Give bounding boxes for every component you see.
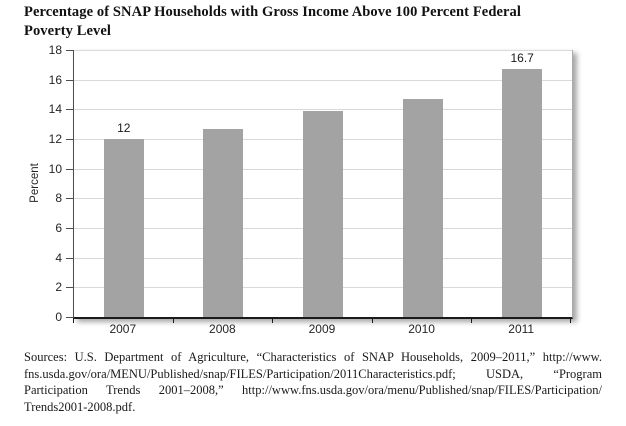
x-tick-mark bbox=[272, 319, 274, 323]
source-note: Sources: U.S. Department of Agriculture,… bbox=[24, 349, 602, 415]
bar-2011 bbox=[502, 69, 543, 317]
source-note-line-3: Participation Trends 2001–2008,” http://… bbox=[24, 383, 602, 397]
x-tick-mark bbox=[73, 319, 74, 323]
y-tick-mark bbox=[66, 317, 73, 318]
source-note-line-2: fns.usda.gov/ora/MENU/Published/snap/FIL… bbox=[24, 366, 602, 381]
bar-value-label-2007: 12 bbox=[117, 121, 131, 135]
y-tick-mark bbox=[66, 168, 73, 170]
x-tick-label-2009: 2009 bbox=[308, 322, 336, 336]
x-tick-label-2010: 2010 bbox=[408, 322, 435, 336]
y-tick-mark bbox=[66, 287, 73, 289]
y-tick-mark bbox=[66, 139, 73, 140]
y-tick-label: 12 bbox=[48, 132, 62, 146]
y-tick-label: 8 bbox=[55, 191, 62, 206]
x-tick-label-2008: 2008 bbox=[209, 322, 236, 336]
x-tick-mark bbox=[172, 319, 174, 323]
x-tick-mark bbox=[570, 319, 571, 323]
gridline bbox=[74, 109, 572, 111]
y-tick-mark bbox=[66, 257, 73, 259]
figure-title: Percentage of SNAP Households with Gross… bbox=[24, 3, 609, 41]
y-tick-mark bbox=[66, 50, 73, 51]
x-tick-mark bbox=[371, 319, 373, 323]
gridline bbox=[74, 79, 572, 81]
y-tick-label: 0 bbox=[55, 310, 62, 324]
y-axis-tick-marks bbox=[66, 50, 73, 318]
bar-2010 bbox=[402, 98, 443, 317]
y-tick-label: 10 bbox=[48, 161, 62, 176]
y-tick-mark bbox=[66, 79, 73, 81]
y-tick-label: 16 bbox=[48, 72, 62, 87]
x-tick-label-2007: 2007 bbox=[109, 322, 137, 336]
bar-2008 bbox=[203, 128, 244, 317]
x-tick-mark bbox=[471, 319, 473, 323]
figure-title-line-2: Poverty Level bbox=[24, 23, 112, 39]
x-axis-tick-marks bbox=[73, 319, 572, 324]
y-axis-tick-labels: 0 2 4 6 8 10 12 14 16 18 bbox=[24, 43, 62, 324]
y-tick-label: 2 bbox=[55, 280, 62, 295]
bar-2007 bbox=[103, 139, 144, 317]
plot-area: 12 16.7 bbox=[73, 50, 573, 319]
y-tick-mark bbox=[66, 198, 73, 200]
bar-2009 bbox=[303, 110, 343, 317]
y-tick-label: 14 bbox=[48, 102, 62, 117]
x-axis-tick-labels: 2007 2008 2009 2010 2011 bbox=[73, 322, 571, 338]
x-tick-label-2011: 2011 bbox=[508, 322, 535, 336]
source-note-line-4: Trends2001-2008.pdf. bbox=[24, 399, 136, 414]
y-tick-mark bbox=[66, 109, 73, 111]
y-tick-mark bbox=[66, 228, 73, 229]
gridline bbox=[74, 50, 572, 51]
y-tick-label: 6 bbox=[55, 221, 62, 235]
bar-value-label-2011: 16.7 bbox=[510, 51, 534, 66]
y-tick-label: 4 bbox=[55, 250, 62, 265]
figure-title-line-1: Percentage of SNAP Households with Gross… bbox=[24, 4, 522, 20]
source-note-line-1: Sources: U.S. Department of Agriculture,… bbox=[24, 350, 602, 364]
y-tick-label: 18 bbox=[48, 43, 62, 57]
